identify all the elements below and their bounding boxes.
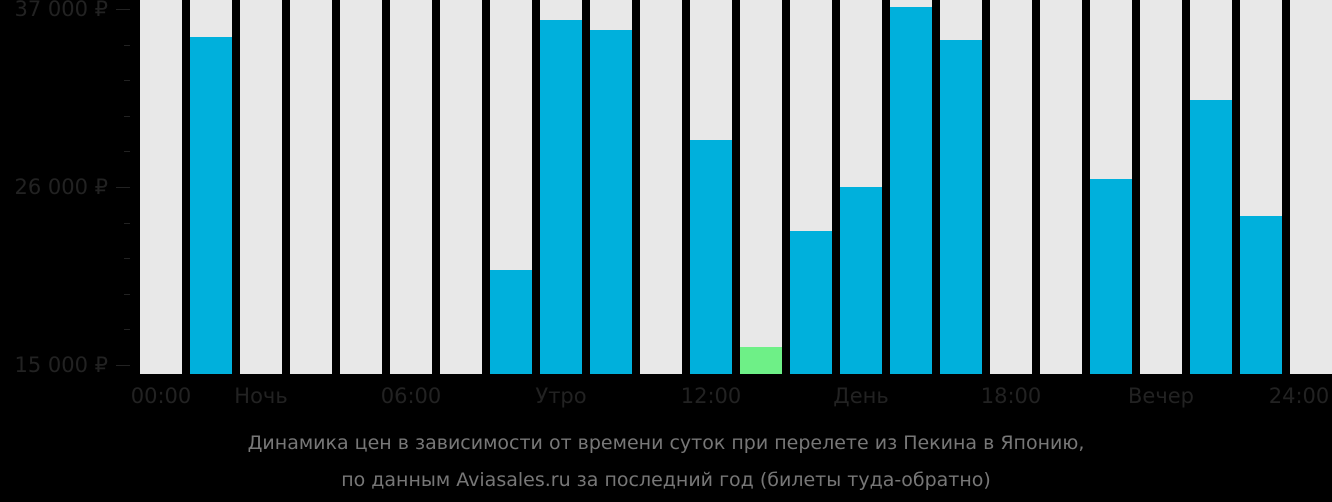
y-minor-tick (124, 151, 130, 152)
hour-slot (1290, 0, 1332, 374)
price-bar[interactable] (190, 37, 232, 374)
hour-slot (1090, 0, 1132, 374)
hour-slot (340, 0, 382, 374)
x-tick-label: 06:00 (380, 384, 442, 408)
x-tick-label: 12:00 (680, 384, 742, 408)
x-tick-label: 24:00 (1268, 384, 1330, 408)
chart-caption-line-2: по данным Aviasales.ru за последний год … (341, 469, 991, 491)
x-tick-label: 00:00 (130, 384, 192, 408)
hour-slot (190, 0, 232, 374)
hour-slot (1240, 0, 1282, 374)
chart-caption-line-1: Динамика цен в зависимости от времени су… (247, 432, 1085, 454)
price-bar[interactable] (490, 270, 532, 374)
hour-slot (740, 0, 782, 374)
y-tick-label: 15 000 ₽ (14, 353, 108, 377)
y-tick-label: 37 000 ₽ (14, 0, 108, 21)
y-minor-tick (124, 258, 130, 259)
hour-slot (490, 0, 532, 374)
price-bar-cheapest[interactable] (740, 347, 782, 374)
price-bar[interactable] (1090, 179, 1132, 374)
hour-slot (540, 0, 582, 374)
hour-slot (240, 0, 282, 374)
hour-slot (940, 0, 982, 374)
hour-slot (640, 0, 682, 374)
price-bar[interactable] (840, 187, 882, 374)
hour-slot (1190, 0, 1232, 374)
hour-slot (1040, 0, 1082, 374)
y-tick-label: 26 000 ₽ (14, 175, 108, 199)
price-bar[interactable] (590, 30, 632, 374)
hour-slot (390, 0, 432, 374)
y-minor-tick (124, 329, 130, 330)
y-minor-tick (124, 45, 130, 46)
y-major-tick (116, 9, 130, 10)
y-major-tick (116, 365, 130, 366)
y-minor-tick (124, 294, 130, 295)
x-tick-label: Вечер (1128, 384, 1194, 408)
price-bar[interactable] (790, 231, 832, 374)
hour-slot (590, 0, 632, 374)
hour-slot (290, 0, 332, 374)
y-major-tick (116, 187, 130, 188)
x-tick-label: Утро (535, 384, 587, 408)
price-bar[interactable] (540, 20, 582, 374)
x-tick-label: День (833, 384, 889, 408)
x-tick-label: 18:00 (980, 384, 1042, 408)
hour-slot (790, 0, 832, 374)
x-tick-label: Ночь (234, 384, 288, 408)
y-minor-tick (124, 80, 130, 81)
hour-slot (890, 0, 932, 374)
hour-slot (1140, 0, 1182, 374)
price-bar[interactable] (940, 40, 982, 374)
hour-slot (140, 0, 182, 374)
hour-slot (990, 0, 1032, 374)
y-minor-tick (124, 223, 130, 224)
price-bar[interactable] (690, 140, 732, 374)
price-bar[interactable] (1190, 100, 1232, 374)
y-minor-tick (124, 116, 130, 117)
hour-slot (690, 0, 732, 374)
hour-slot (840, 0, 882, 374)
hour-slot (440, 0, 482, 374)
price-bar[interactable] (890, 7, 932, 374)
price-bar[interactable] (1240, 216, 1282, 374)
